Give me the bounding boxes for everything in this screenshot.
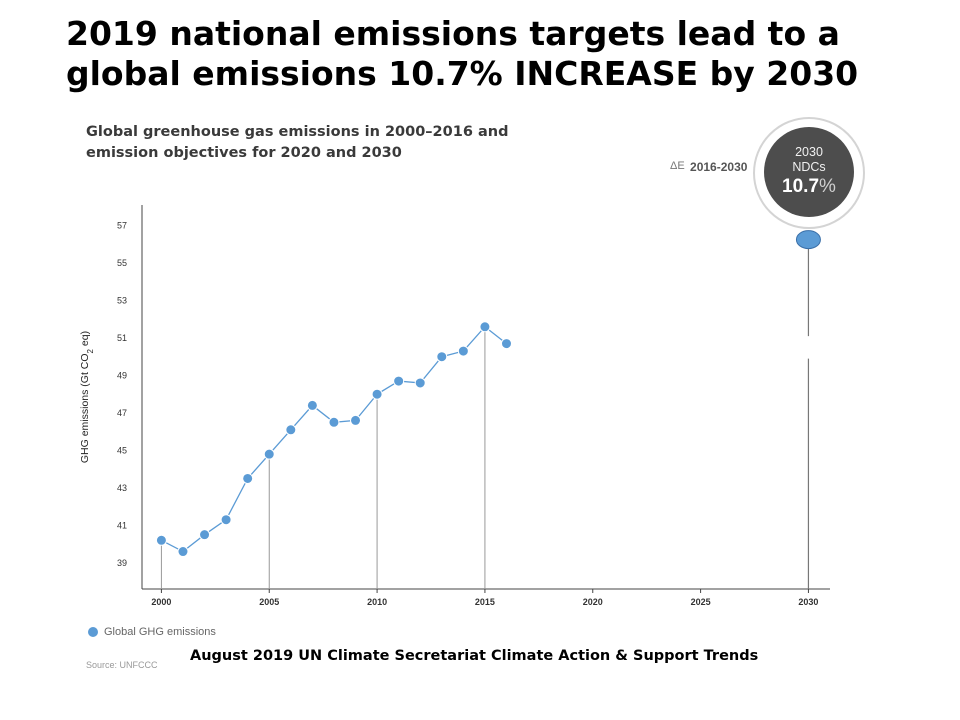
- y-axis-label-tail: eq): [79, 331, 91, 349]
- x-tick-label-2005: 2005: [259, 597, 279, 607]
- chart-title-line-1: Global greenhouse gas emissions in 2000–…: [86, 124, 509, 140]
- x-tick-label-2030: 2030: [798, 597, 818, 607]
- caption: August 2019 UN Climate Secretariat Clima…: [190, 648, 759, 664]
- chart-series: [155, 230, 821, 558]
- y-tick-label-55: 55: [117, 258, 127, 268]
- data-point-2013: [436, 351, 448, 363]
- data-point-2011: [393, 375, 405, 387]
- legend: Global GHG emissions: [88, 626, 216, 638]
- y-tick-label-57: 57: [117, 221, 127, 231]
- delta-symbol: ΔE: [670, 160, 685, 172]
- slide-title: 2019 national emissions targets lead to …: [66, 14, 926, 95]
- data-point-2000: [155, 534, 167, 546]
- target-2030-marker: [795, 230, 821, 250]
- source-note: Source: UNFCCC: [86, 660, 158, 670]
- data-point-2001: [177, 546, 189, 558]
- data-point-2006: [285, 424, 297, 436]
- data-point-2003: [220, 514, 232, 526]
- data-point-2002: [199, 529, 211, 541]
- x-tick-label-2015: 2015: [475, 597, 495, 607]
- chart-title-line-2: emission objectives for 2020 and 2030: [86, 145, 402, 162]
- y-tick-label-41: 41: [117, 520, 127, 530]
- badge-value: 10.7%: [782, 175, 836, 199]
- y-tick-label-49: 49: [117, 370, 127, 380]
- slide-title-line-1: 2019 national emissions targets lead to …: [66, 14, 840, 53]
- x-tick-label-2025: 2025: [691, 597, 711, 607]
- y-tick-label-43: 43: [117, 483, 127, 493]
- badge-line-1: 2030: [795, 145, 823, 159]
- x-tick-label-2000: 2000: [151, 597, 171, 607]
- x-tick-label-2010: 2010: [367, 597, 387, 607]
- series-line-global-ghg: [161, 325, 507, 553]
- chart-axes: [141, 205, 830, 590]
- data-point-2005: [263, 448, 275, 460]
- y-axis-label: GHG emissions (Gt CO2 eq): [79, 331, 95, 463]
- slide-title-line-2: global emissions 10.7% INCREASE by 2030: [66, 54, 859, 94]
- y-tick-label-53: 53: [117, 296, 127, 306]
- ndc-badge: 2030 NDCs 10.7%: [764, 127, 854, 217]
- data-point-2014: [457, 345, 469, 357]
- legend-label: Global GHG emissions: [104, 626, 216, 638]
- y-axis-label-main: GHG emissions (Gt CO: [79, 353, 91, 463]
- y-tick-label-39: 39: [117, 558, 127, 568]
- badge-value-unit: %: [819, 176, 836, 197]
- data-point-2004: [242, 472, 254, 484]
- data-point-2007: [306, 399, 318, 411]
- x-tick-label-2020: 2020: [583, 597, 603, 607]
- data-point-2015: [479, 321, 491, 333]
- data-point-2010: [371, 388, 383, 400]
- data-point-2012: [414, 377, 426, 389]
- delta-label: ΔE 2016-2030: [670, 160, 747, 174]
- chart-title: Global greenhouse gas emissions in 2000–…: [86, 122, 556, 164]
- y-axis-label-subscript: 2: [86, 348, 95, 353]
- delta-years: 2016-2030: [690, 160, 748, 174]
- badge-ring: [753, 117, 865, 229]
- badge-line-2: NDCs: [792, 160, 826, 174]
- y-tick-label-47: 47: [117, 408, 127, 418]
- chart-ticks: 2000 2005 2010 2015 2020 2025 2030 39 41 43 45 47 49…: [117, 221, 818, 607]
- legend-marker: [88, 627, 98, 637]
- y-tick-label-45: 45: [117, 445, 127, 455]
- data-point-2016: [500, 338, 512, 350]
- badge-value-number: 10.7: [782, 176, 820, 197]
- y-tick-label-51: 51: [117, 333, 127, 343]
- data-point-2009: [350, 414, 362, 426]
- data-point-2008: [328, 416, 340, 428]
- chart-drop-lines: [160, 240, 810, 589]
